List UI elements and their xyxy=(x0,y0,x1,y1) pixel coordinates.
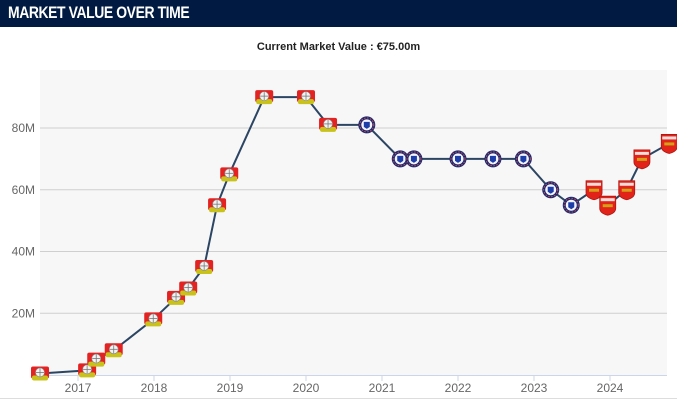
data-point-arsenal[interactable] xyxy=(660,134,677,154)
data-point-bayer-leverkusen[interactable] xyxy=(104,343,123,358)
x-tick-label: 2017 xyxy=(65,381,92,395)
data-point-bayer-leverkusen[interactable] xyxy=(220,167,239,182)
x-tick-label: 2021 xyxy=(369,381,396,395)
data-point-bayer-leverkusen[interactable] xyxy=(167,290,186,305)
y-tick-label: 40M xyxy=(12,245,35,259)
data-point-bayer-leverkusen[interactable] xyxy=(208,198,227,213)
x-tick-label: 2020 xyxy=(293,381,320,395)
data-point-chelsea[interactable] xyxy=(514,150,532,168)
data-point-bayer-leverkusen[interactable] xyxy=(255,90,274,105)
data-point-chelsea[interactable] xyxy=(358,116,376,134)
data-point-chelsea[interactable] xyxy=(449,150,467,168)
data-point-chelsea[interactable] xyxy=(405,150,423,168)
chart-title: Current Market Value : €75.00m xyxy=(256,41,421,53)
y-tick-label: 20M xyxy=(12,306,35,320)
data-point-bayer-leverkusen[interactable] xyxy=(31,366,49,381)
data-point-chelsea[interactable] xyxy=(562,196,580,214)
x-tick-label: 2024 xyxy=(597,381,624,395)
data-point-bayer-leverkusen[interactable] xyxy=(319,117,338,132)
x-tick-label: 2023 xyxy=(521,381,548,395)
y-tick-label: 60M xyxy=(12,183,35,197)
data-point-bayer-leverkusen[interactable] xyxy=(87,352,106,367)
data-point-bayer-leverkusen[interactable] xyxy=(195,259,214,274)
data-point-chelsea[interactable] xyxy=(542,181,560,199)
data-point-arsenal[interactable] xyxy=(633,149,651,170)
data-point-chelsea[interactable] xyxy=(484,150,502,168)
data-point-arsenal[interactable] xyxy=(585,180,603,201)
x-tick-label: 2022 xyxy=(445,381,472,395)
data-point-arsenal[interactable] xyxy=(599,195,617,216)
plot-area xyxy=(40,70,667,376)
divider xyxy=(0,398,677,399)
data-point-bayer-leverkusen[interactable] xyxy=(179,281,198,296)
section-title: MARKET VALUE OVER TIME xyxy=(8,3,190,22)
section-header: MARKET VALUE OVER TIME xyxy=(0,0,677,27)
y-tick-label: 80M xyxy=(12,121,35,135)
data-point-bayer-leverkusen[interactable] xyxy=(297,90,315,105)
x-tick-label: 2018 xyxy=(141,381,168,395)
data-point-bayer-leverkusen[interactable] xyxy=(144,312,163,327)
x-tick-label: 2019 xyxy=(217,381,244,395)
data-point-arsenal[interactable] xyxy=(618,180,636,201)
